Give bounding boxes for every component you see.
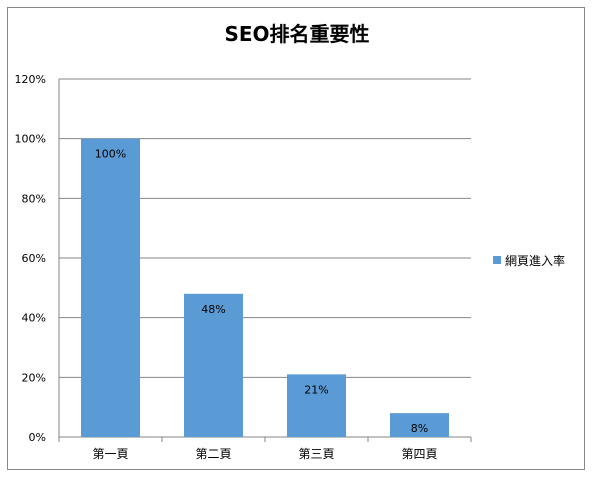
x-tick-label: 第一頁 [92, 447, 128, 461]
y-tick-label: 120% [15, 73, 46, 86]
legend: 網頁進入率 [493, 253, 565, 268]
bars [81, 138, 449, 437]
data-label: 21% [304, 383, 328, 396]
x-tick-label: 第二頁 [195, 447, 231, 461]
y-tick-label: 0% [29, 431, 46, 444]
data-labels: 100% 48% 21% 8% [95, 148, 428, 435]
data-label: 48% [201, 303, 225, 316]
legend-swatch [493, 256, 501, 264]
legend-label: 網頁進入率 [505, 253, 565, 268]
bar [184, 293, 243, 437]
y-tick-label: 80% [22, 192, 46, 205]
bar [390, 413, 449, 437]
data-label: 8% [411, 422, 428, 435]
x-tick-label: 第四頁 [401, 447, 437, 461]
bar [81, 138, 140, 437]
bar [287, 374, 346, 437]
chart-title: SEO排名重要性 [224, 22, 370, 46]
y-tick-label: 20% [22, 371, 46, 384]
y-tick-label: 60% [22, 252, 46, 265]
y-tick-label: 100% [15, 133, 46, 146]
data-label: 100% [95, 148, 126, 161]
y-tick-label: 40% [22, 312, 46, 325]
x-tick-label: 第三頁 [298, 447, 334, 461]
